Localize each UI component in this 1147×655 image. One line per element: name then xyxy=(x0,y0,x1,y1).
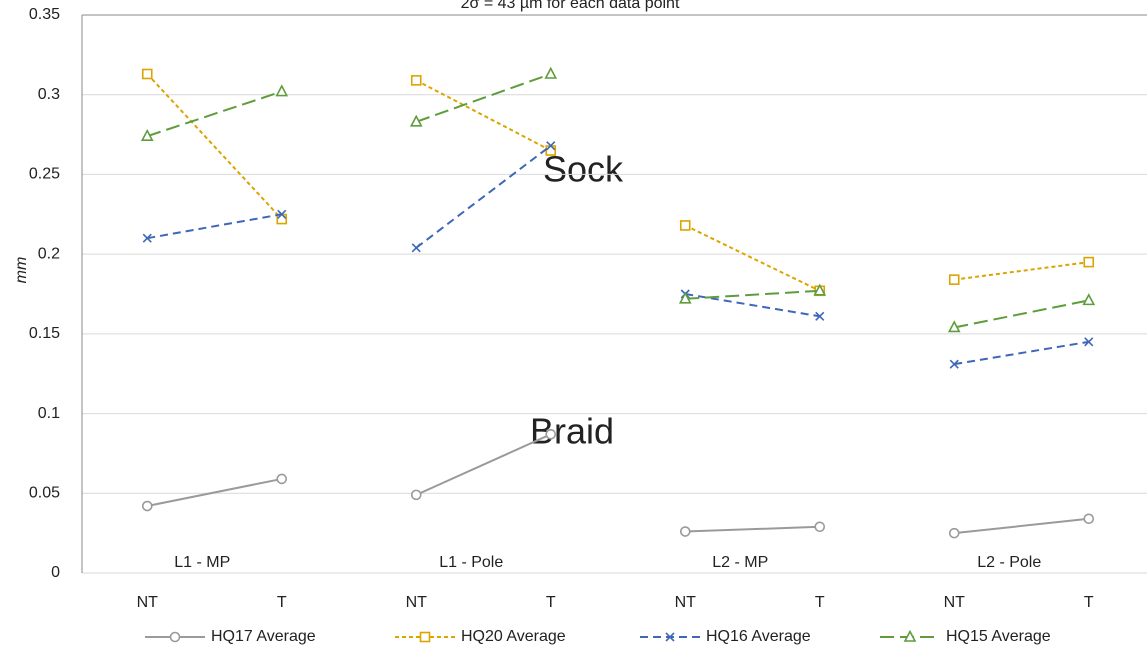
series-line xyxy=(954,262,1089,280)
y-tick-label: 0.35 xyxy=(29,6,60,23)
marker xyxy=(950,275,959,284)
series-line xyxy=(954,342,1089,364)
x-tick-label: T xyxy=(1084,594,1094,611)
x-tick-label: NT xyxy=(675,594,697,611)
x-tick-label: NT xyxy=(944,594,966,611)
series-line xyxy=(147,214,282,238)
marker xyxy=(277,86,287,96)
marker xyxy=(546,146,555,155)
group-label: L2 - MP xyxy=(712,554,768,571)
x-tick-label: NT xyxy=(406,594,428,611)
marker xyxy=(546,430,555,439)
marker xyxy=(412,490,421,499)
group-label: L1 - Pole xyxy=(439,554,503,571)
y-tick-label: 0.15 xyxy=(29,325,60,342)
legend-label: HQ16 Average xyxy=(706,628,811,645)
series-line xyxy=(954,519,1089,533)
marker xyxy=(412,76,421,85)
y-tick-label: 0.3 xyxy=(38,86,60,103)
x-tick-label: T xyxy=(546,594,556,611)
series-line xyxy=(416,146,551,248)
series-line xyxy=(685,291,820,299)
series-line xyxy=(685,225,820,290)
marker xyxy=(815,522,824,531)
marker xyxy=(1084,295,1094,305)
marker xyxy=(1084,514,1093,523)
y-tick-label: 0.2 xyxy=(38,245,60,262)
series-line xyxy=(685,527,820,532)
y-tick-label: 0.05 xyxy=(29,485,60,502)
marker xyxy=(412,244,420,252)
group-label: L1 - MP xyxy=(174,554,230,571)
x-tick-label: NT xyxy=(137,594,159,611)
chart: 2σ = 43 µm for each data point mm Sock B… xyxy=(0,0,1147,655)
marker xyxy=(143,69,152,78)
marker xyxy=(421,633,430,642)
series-line xyxy=(147,74,282,219)
marker xyxy=(950,529,959,538)
legend-label: HQ15 Average xyxy=(946,628,1051,645)
y-tick-label: 0.25 xyxy=(29,166,60,183)
marker xyxy=(681,221,690,230)
marker xyxy=(546,68,556,78)
x-tick-label: T xyxy=(277,594,287,611)
y-tick-label: 0 xyxy=(51,564,60,581)
series-line xyxy=(954,300,1089,327)
series-line xyxy=(416,434,551,495)
y-axis-label: mm xyxy=(13,257,30,284)
marker xyxy=(1084,258,1093,267)
series-line xyxy=(147,479,282,506)
marker xyxy=(143,502,152,511)
marker xyxy=(277,215,286,224)
marker xyxy=(277,474,286,483)
legend-label: HQ17 Average xyxy=(211,628,316,645)
chart-title: 2σ = 43 µm for each data point xyxy=(461,0,680,12)
marker xyxy=(171,633,180,642)
series-line xyxy=(147,92,282,137)
series-line xyxy=(416,74,551,122)
marker xyxy=(681,527,690,536)
annotation: Braid xyxy=(530,411,614,452)
group-label: L2 - Pole xyxy=(977,554,1041,571)
y-tick-label: 0.1 xyxy=(38,405,60,422)
legend-label: HQ20 Average xyxy=(461,628,566,645)
x-tick-label: T xyxy=(815,594,825,611)
